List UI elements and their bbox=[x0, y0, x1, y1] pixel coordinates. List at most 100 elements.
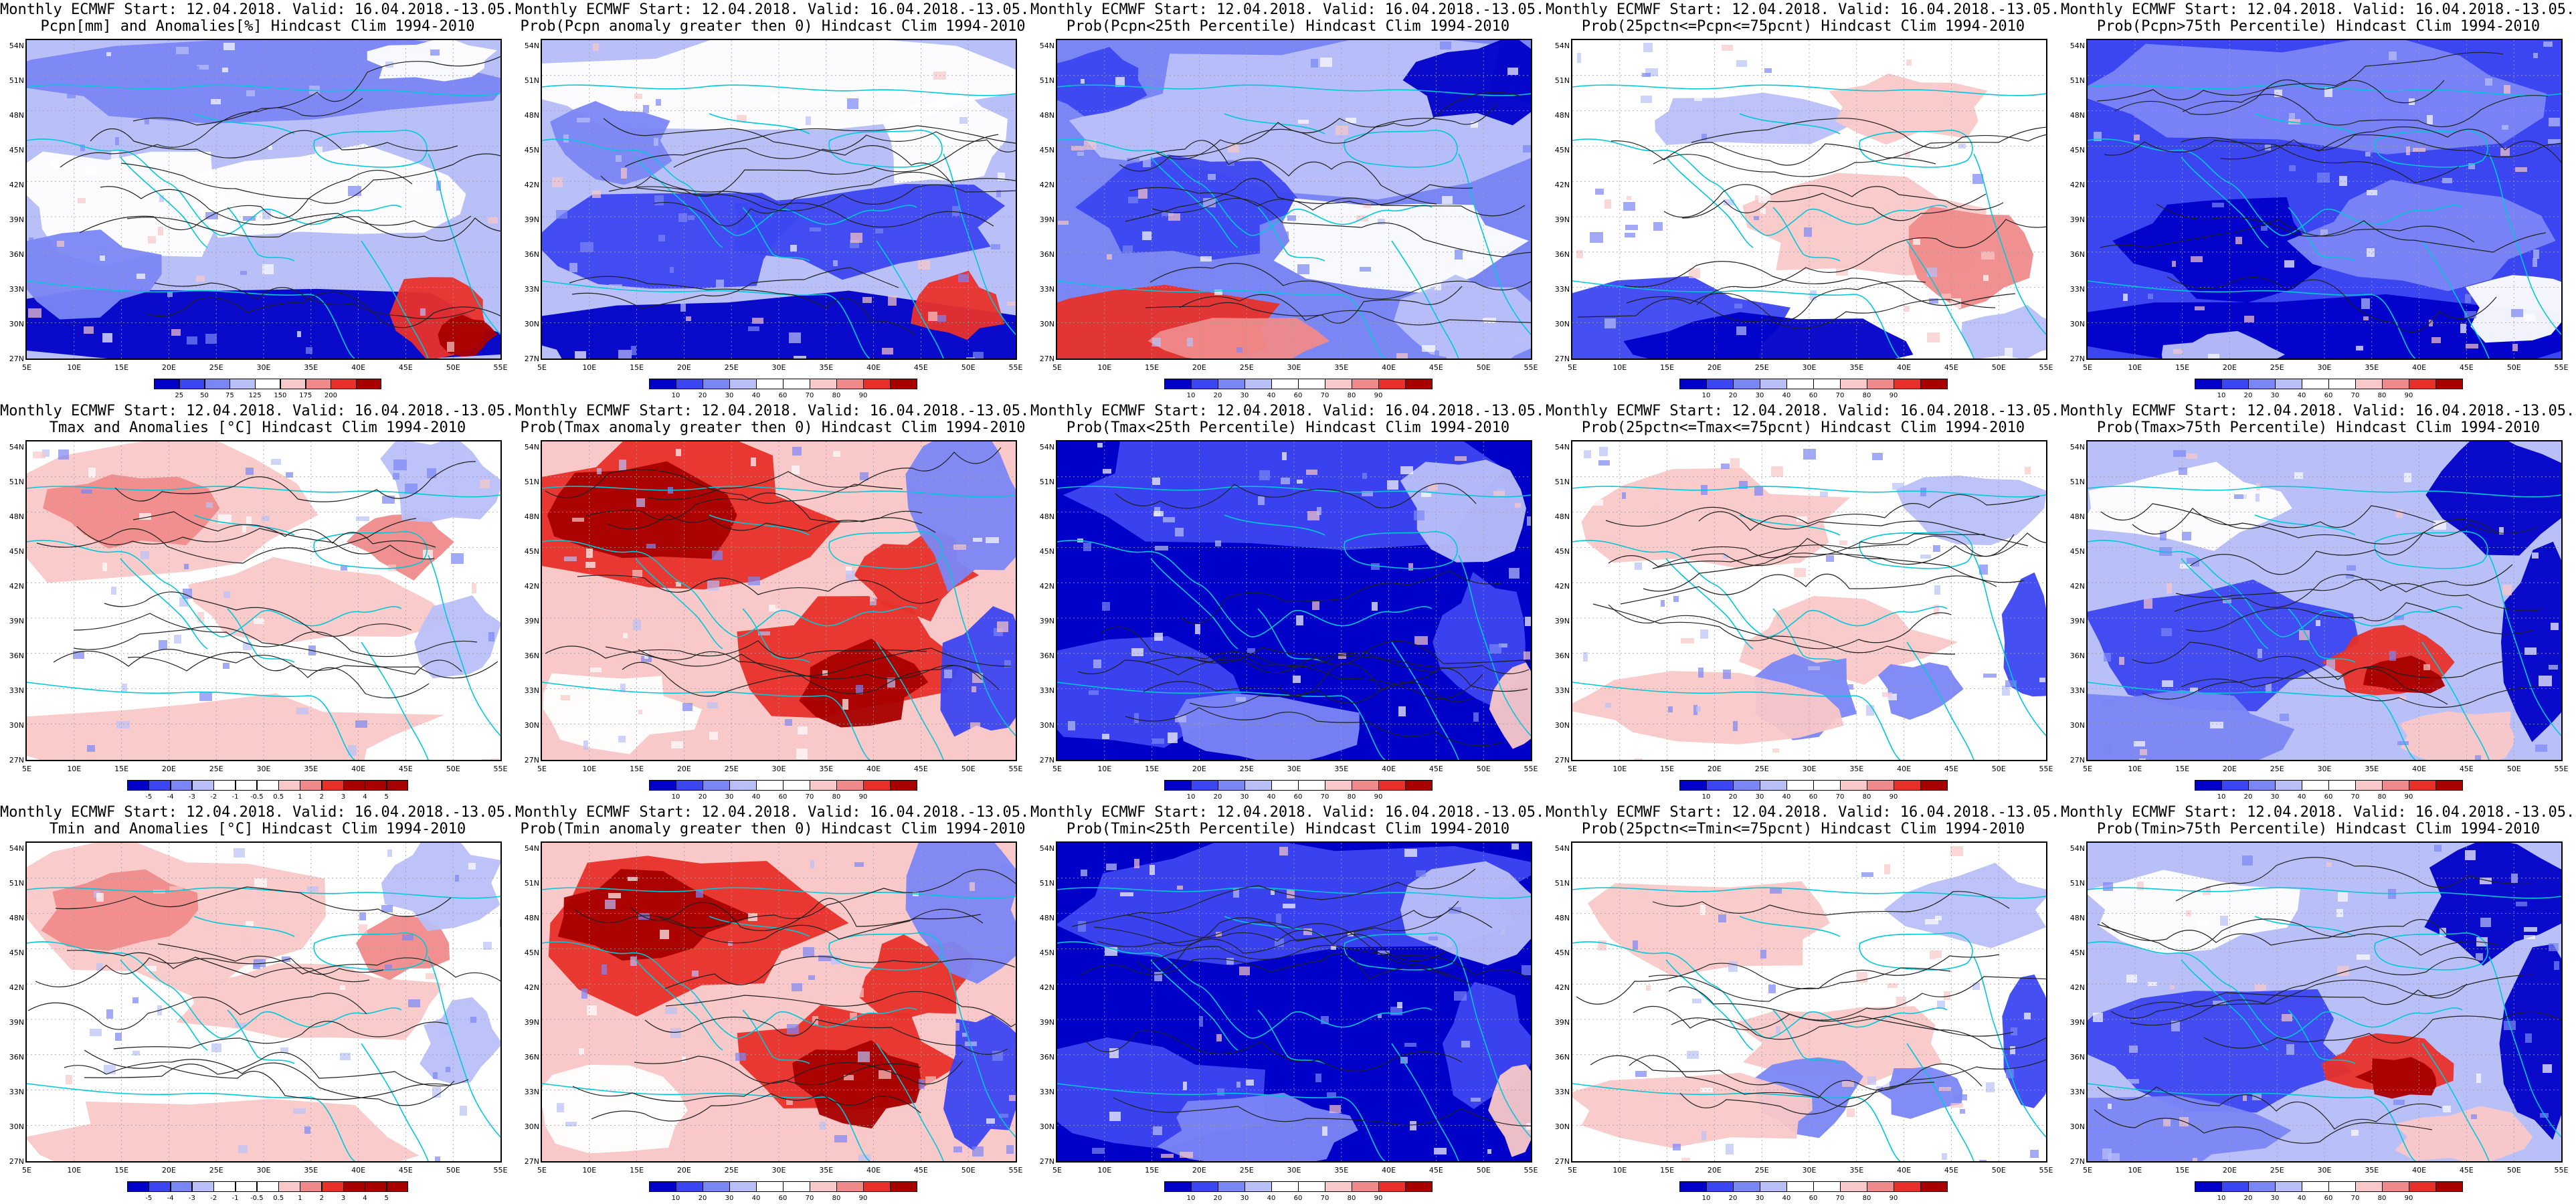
latitude-label: 45N bbox=[2069, 948, 2085, 957]
shaded-cell bbox=[1734, 304, 1742, 308]
contour-line bbox=[60, 98, 363, 168]
color-scale-label: 40 bbox=[2297, 793, 2306, 801]
longitude-label: 55E bbox=[2039, 363, 2053, 372]
shaded-cell bbox=[587, 1005, 597, 1015]
color-scale-label: 30 bbox=[725, 1195, 734, 1202]
shaded-cell bbox=[393, 473, 399, 480]
shaded-cell bbox=[1248, 120, 1259, 128]
shaded-cell bbox=[972, 673, 983, 683]
shaded-cell bbox=[2235, 237, 2242, 244]
color-scale-swatch bbox=[356, 379, 382, 389]
color-scale-swatch bbox=[2302, 1181, 2329, 1192]
shaded-region bbox=[1488, 1064, 1531, 1157]
shaded-cell bbox=[2512, 344, 2518, 351]
shaded-cell bbox=[585, 562, 595, 568]
shaded-cell bbox=[1896, 266, 1906, 274]
shaded-cell bbox=[959, 117, 968, 124]
contour-line bbox=[2220, 134, 2561, 160]
shaded-region bbox=[2394, 1106, 2533, 1161]
shaded-cell bbox=[480, 480, 490, 488]
latitude-label: 30N bbox=[1554, 320, 1570, 328]
color-scale-bar bbox=[2195, 780, 2463, 791]
shaded-cell bbox=[2431, 337, 2441, 343]
shaded-cell bbox=[1414, 636, 1428, 645]
shaded-cell bbox=[1983, 275, 1989, 281]
color-scale-label: 90 bbox=[2404, 1195, 2413, 1202]
contour-line bbox=[656, 869, 1016, 928]
coastline bbox=[27, 682, 355, 760]
color-scale-swatch bbox=[1840, 379, 1867, 389]
shaded-cell bbox=[854, 862, 864, 867]
shaded-cell bbox=[1867, 1076, 1876, 1085]
shaded-cell bbox=[116, 721, 130, 728]
shaded-cell bbox=[1296, 615, 1303, 625]
shaded-cell bbox=[2442, 178, 2452, 183]
shaded-cell bbox=[1081, 870, 1087, 876]
contour-line bbox=[2156, 203, 2547, 253]
map-canvas bbox=[542, 843, 1016, 1161]
shaded-cell bbox=[1523, 145, 1531, 153]
contour-line bbox=[2097, 918, 2498, 956]
shaded-cell bbox=[286, 472, 293, 478]
shaded-region bbox=[2465, 275, 2561, 343]
shaded-cell bbox=[1706, 1096, 1716, 1102]
shaded-cell bbox=[888, 296, 897, 306]
color-scale-swatch bbox=[170, 1181, 193, 1192]
shaded-cell bbox=[2511, 309, 2523, 317]
color-scale-swatch bbox=[863, 379, 891, 389]
color-scale-swatch bbox=[729, 1181, 757, 1192]
shaded-cell bbox=[1217, 1088, 1224, 1096]
latitude-label: 27N bbox=[2069, 1157, 2085, 1166]
shaded-cell bbox=[1414, 510, 1424, 520]
latitude-label: 42N bbox=[1554, 181, 1570, 189]
shaded-cell bbox=[433, 1072, 438, 1079]
coastline bbox=[709, 916, 810, 937]
shaded-cell bbox=[682, 1056, 686, 1062]
color-scale-swatch bbox=[676, 780, 703, 791]
contour-line bbox=[1143, 663, 1472, 702]
shaded-region bbox=[943, 1015, 1016, 1151]
color-scale-label: 40 bbox=[1267, 1195, 1276, 1202]
shaded-cell bbox=[1152, 738, 1164, 744]
latitude-label: 42N bbox=[9, 582, 24, 591]
coastline bbox=[1772, 608, 1841, 663]
shaded-cell bbox=[630, 957, 637, 966]
shaded-cell bbox=[2485, 78, 2492, 86]
shaded-cell bbox=[111, 150, 119, 160]
latitude-label: 45N bbox=[1554, 146, 1570, 155]
shaded-cell bbox=[1109, 1048, 1119, 1058]
contour-line bbox=[1624, 261, 2016, 306]
shaded-region bbox=[27, 693, 445, 760]
color-scale-label: 20 bbox=[1728, 793, 1738, 801]
color-scale-swatch bbox=[2355, 1181, 2383, 1192]
longitude-label: 15E bbox=[1145, 1166, 1160, 1175]
shaded-cell bbox=[646, 544, 656, 548]
latitude-label: 54N bbox=[524, 443, 539, 452]
map-panel: Monthly ECMWF Start: 12.04.2018. Valid: … bbox=[515, 803, 1030, 1204]
shaded-cell bbox=[2472, 1152, 2484, 1158]
longitude-label: 30E bbox=[256, 1166, 271, 1175]
color-scale-swatch bbox=[365, 1181, 387, 1192]
shaded-cell bbox=[2389, 52, 2397, 60]
longitude-label: 25E bbox=[209, 1166, 223, 1175]
shaded-cell bbox=[787, 1024, 799, 1034]
shaded-cell bbox=[1247, 648, 1255, 653]
shaded-cell bbox=[820, 1122, 826, 1130]
color-scale-swatch bbox=[1813, 1181, 1841, 1192]
color-scale-label: 70 bbox=[1835, 392, 1845, 399]
color-scale-swatch bbox=[1245, 1181, 1272, 1192]
shaded-cell bbox=[1721, 464, 1730, 469]
shaded-cell bbox=[1935, 916, 1942, 920]
shaded-cell bbox=[2409, 98, 2415, 105]
shaded-cell bbox=[2242, 856, 2253, 866]
longitude-label: 55E bbox=[2554, 1166, 2569, 1175]
shaded-cell bbox=[385, 965, 392, 969]
shaded-cell bbox=[1127, 158, 1139, 163]
latitude-label: 30N bbox=[2069, 320, 2085, 328]
longitude-label: 20E bbox=[161, 1166, 176, 1175]
color-scale-label: 2 bbox=[319, 793, 324, 801]
shaded-cell bbox=[1168, 213, 1180, 221]
coastline bbox=[542, 941, 917, 1039]
coastline bbox=[635, 959, 723, 1051]
shaded-cell bbox=[2103, 882, 2113, 891]
